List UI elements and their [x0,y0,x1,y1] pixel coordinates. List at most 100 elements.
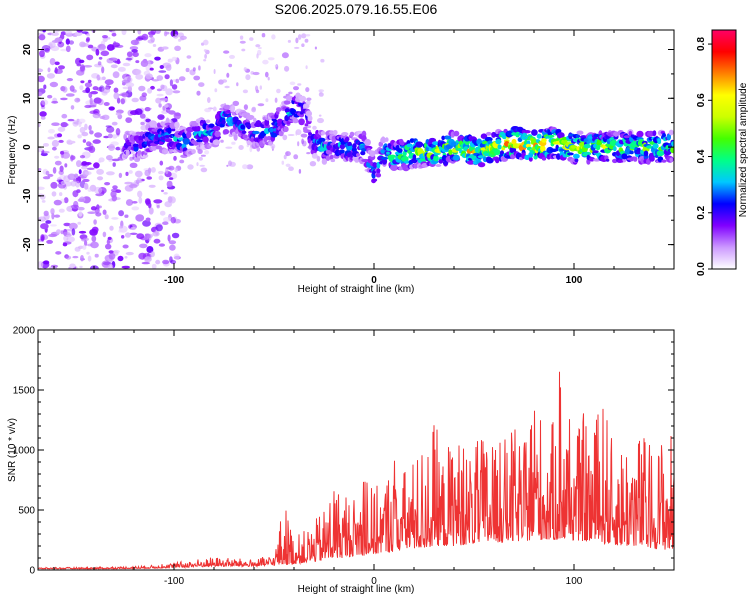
heatmap-cell [226,72,230,78]
heatmap-cell [249,37,254,41]
heatmap-cell [259,85,262,90]
heatmap-cell [300,133,308,138]
heatmap-cell [198,65,201,71]
heatmap-cell [171,232,180,239]
heatmap-cell [54,37,63,43]
heatmap-cell [158,170,164,175]
heatmap-cell [163,31,168,37]
heatmap-cell [204,150,210,155]
heatmap-cell [60,97,68,101]
heatmap-cell [49,81,59,88]
heatmap-cell [51,122,60,126]
heatmap-cell [55,251,62,255]
heatmap-cell [314,46,317,50]
heatmap-cell [85,87,91,94]
heatmap-cell [124,232,131,238]
heatmap-cell [170,216,176,224]
heatmap-cell [138,135,144,142]
heatmap-cell [623,135,630,139]
heatmap-cell [106,239,111,245]
heatmap-cell [94,253,99,258]
colorbar-scale [711,29,737,270]
heatmap-cell [60,122,68,128]
heatmap-cell [556,153,561,160]
heatmap-cell [253,117,257,123]
heatmap-cell [161,189,164,193]
heatmap-cell [484,136,493,142]
heatmap-cell [41,45,51,52]
heatmap-cell [380,156,389,160]
heatmap-cell [214,131,221,138]
colorbar-ticks: 0.0 0.2 0.4 0.6 0.8 [696,37,712,276]
heatmap-cell [268,141,273,146]
heatmap-cell [106,155,113,161]
heatmap-cell [48,128,55,134]
heatmap-cell [86,146,94,152]
colorbar-tick-label: 0.6 [696,93,707,107]
heatmap-cell [271,34,276,40]
heatmap-cell [200,154,206,157]
heatmap-cell [592,150,599,154]
heatmap-cell [39,50,45,58]
heatmap-cell [128,170,133,174]
heatmap-cell [643,150,649,157]
heatmap-cell [633,156,638,162]
heatmap-cell [293,86,299,91]
spectrogram-ylabel: Frequency (Hz) [7,116,18,185]
heatmap-cell [49,58,56,66]
heatmap-cell [108,144,115,151]
heatmap-cell [111,134,118,139]
heatmap-cell [283,154,287,160]
heatmap-cell [444,135,452,140]
heatmap-cell [98,205,102,209]
heatmap-cell [78,245,84,249]
heatmap-cell [378,141,384,147]
heatmap-cell [144,256,152,263]
heatmap-cell [139,243,148,249]
heatmap-cell [121,79,130,84]
heatmap-cell [203,49,207,52]
heatmap-cell [66,139,73,145]
heatmap-cell [65,228,74,232]
heatmap-cell [179,35,187,40]
heatmap-cell [47,173,54,177]
heatmap-cell [46,73,56,79]
heatmap-cell [155,30,161,34]
heatmap-cell [64,30,73,35]
heatmap-cell [485,131,492,136]
heatmap-cell [111,32,117,37]
heatmap-cell [156,75,164,81]
heatmap-cell [60,48,68,52]
heatmap-cell [466,160,475,165]
y-tick-label: 2000 [13,326,36,337]
heatmap-cell [204,53,208,59]
heatmap-cell [289,81,296,86]
heatmap-cell [360,150,366,156]
heatmap-cell [154,56,161,61]
heatmap-cell [86,54,94,61]
heatmap-cell [548,134,555,138]
heatmap-cell [570,145,578,149]
heatmap-cell [224,85,230,89]
heatmap-cell [97,61,102,66]
heatmap-cell [77,198,85,202]
heatmap-cell [131,97,139,103]
heatmap-cell [164,74,170,80]
heatmap-cell [223,50,230,54]
heatmap-cell [453,130,460,137]
heatmap-cell [144,198,151,205]
heatmap-cell [78,169,82,175]
heatmap-cell [241,48,246,52]
heatmap-cell [115,112,122,116]
heatmap-cell [276,88,281,94]
heatmap-cell [172,90,181,94]
heatmap-cell [77,221,81,225]
heatmap-cell [329,131,335,135]
heatmap-cell [438,159,444,164]
heatmap-cell [173,253,180,260]
heatmap-cell [42,176,51,180]
heatmap-cell [179,159,185,164]
heatmap-cell [129,156,134,161]
heatmap-cell [87,44,94,49]
heatmap-cell [583,143,591,149]
